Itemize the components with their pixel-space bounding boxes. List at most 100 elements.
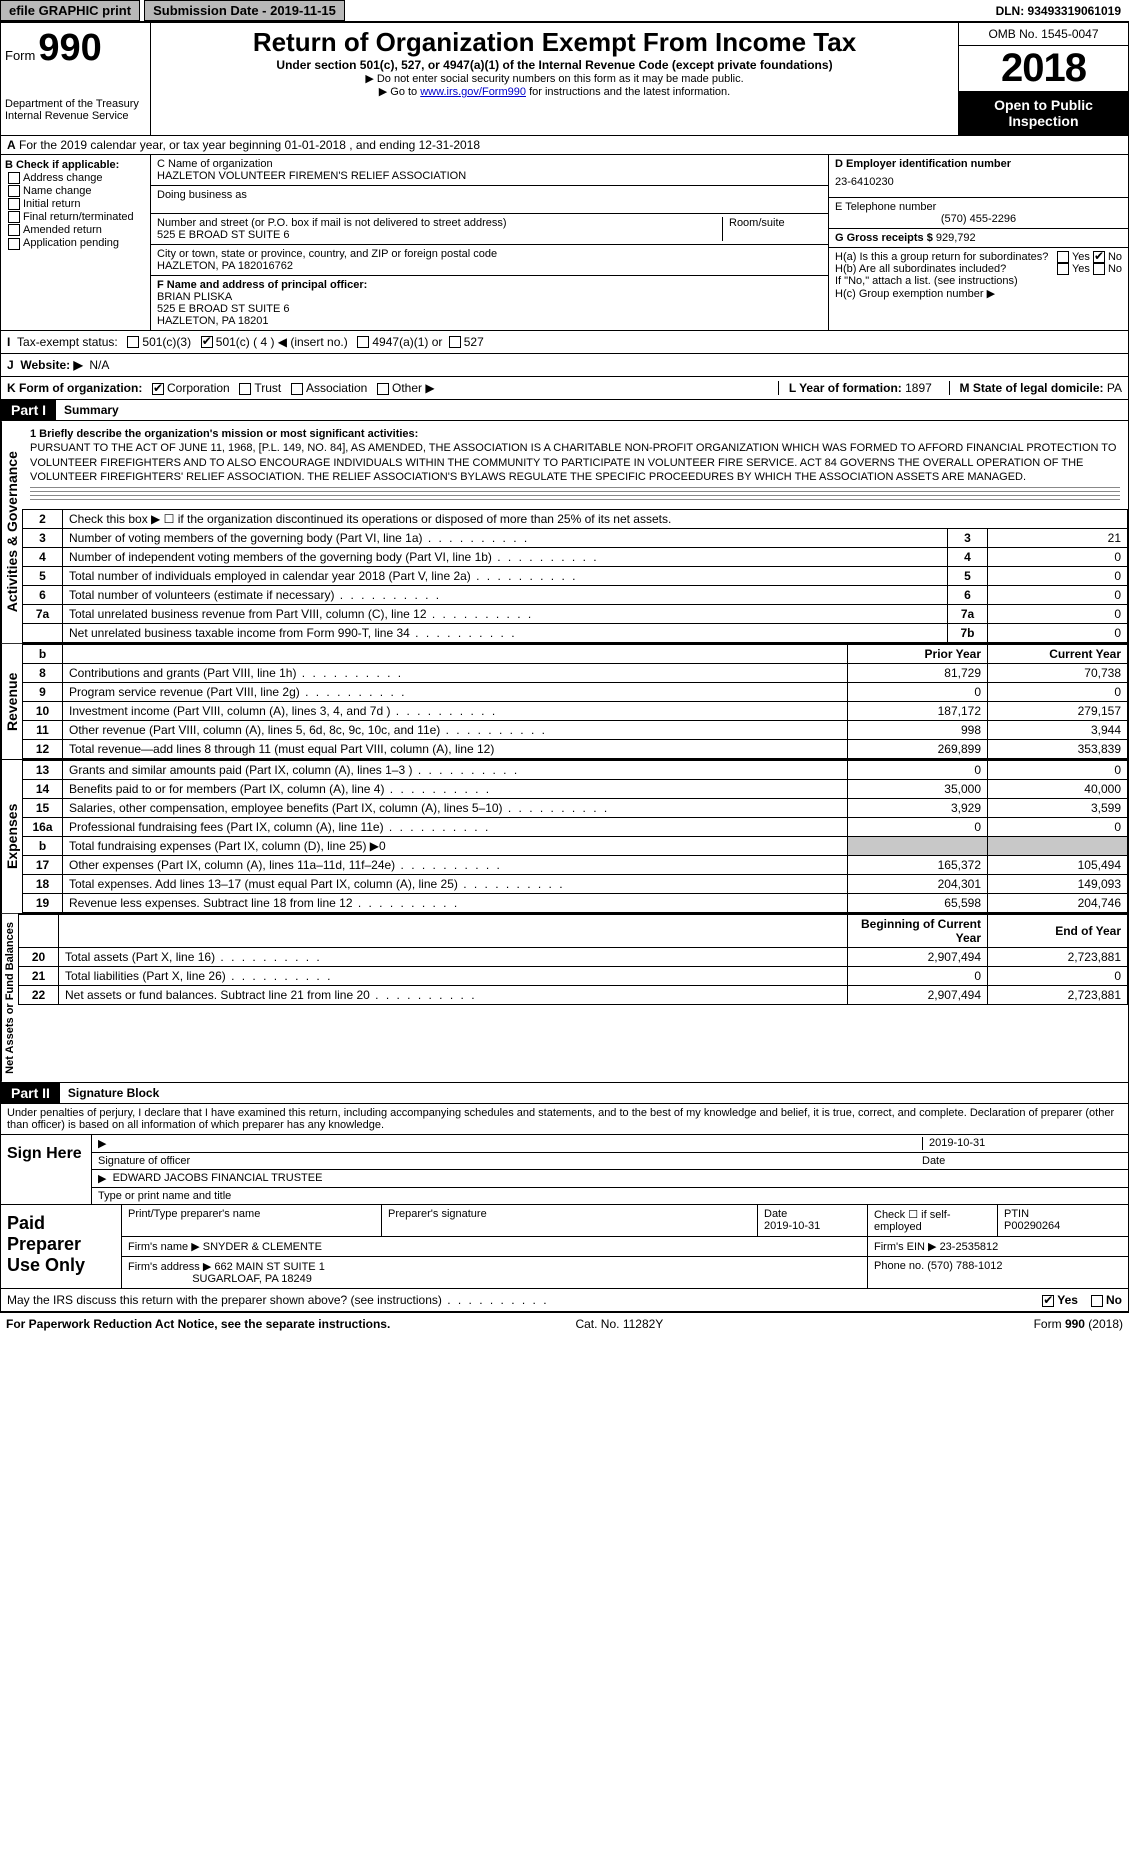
chk-other[interactable] bbox=[377, 383, 389, 395]
officer-label: F Name and address of principal officer: bbox=[157, 279, 822, 291]
line-5: 5Total number of individuals employed in… bbox=[23, 567, 1128, 586]
l-label: L Year of formation: bbox=[789, 381, 902, 395]
line-8: 8Contributions and grants (Part VIII, li… bbox=[23, 664, 1128, 683]
l6-desc: Total number of volunteers (estimate if … bbox=[63, 586, 948, 605]
discuss-no-checkbox[interactable] bbox=[1091, 1295, 1103, 1307]
gross-label: G Gross receipts $ bbox=[835, 232, 933, 244]
discuss-yes-checkbox[interactable] bbox=[1042, 1295, 1054, 1307]
line-21: 21Total liabilities (Part X, line 26)00 bbox=[19, 967, 1128, 986]
j-value: N/A bbox=[89, 358, 109, 372]
col-prior: Prior Year bbox=[848, 645, 988, 664]
part-ii-title: Signature Block bbox=[60, 1086, 159, 1100]
chk-application-pending[interactable]: Application pending bbox=[5, 237, 146, 249]
chk-final-return[interactable]: Final return/terminated bbox=[5, 211, 146, 223]
perjury-text: Under penalties of perjury, I declare th… bbox=[0, 1104, 1129, 1135]
ha-yes-checkbox[interactable] bbox=[1057, 251, 1069, 263]
chk-trust[interactable] bbox=[239, 383, 251, 395]
form-subtitle: Under section 501(c), 527, or 4947(a)(1)… bbox=[157, 58, 952, 72]
j-label: Website: ▶ bbox=[20, 358, 82, 372]
chk-address-change[interactable]: Address change bbox=[5, 172, 146, 184]
phone-value: (570) 455-2296 bbox=[835, 213, 1122, 225]
hb-note: If "No," attach a list. (see instruction… bbox=[835, 275, 1122, 287]
officer-name: BRIAN PLISKA bbox=[157, 291, 822, 303]
ein-label: D Employer identification number bbox=[835, 158, 1122, 170]
line-9: 9Program service revenue (Part VIII, lin… bbox=[23, 683, 1128, 702]
l7b-val: 0 bbox=[988, 624, 1128, 643]
part-i-header: Part I Summary bbox=[0, 400, 1129, 421]
line-15: 15Salaries, other compensation, employee… bbox=[23, 799, 1128, 818]
hb-yes-label: Yes bbox=[1072, 263, 1090, 275]
firm-addr-label: Firm's address ▶ bbox=[128, 1261, 211, 1273]
hb-no-checkbox[interactable] bbox=[1093, 263, 1105, 275]
submission-date-button[interactable]: Submission Date - 2019-11-15 bbox=[144, 0, 345, 21]
discuss-q: May the IRS discuss this return with the… bbox=[7, 1293, 549, 1307]
part-ii-header: Part II Signature Block bbox=[0, 1083, 1129, 1104]
hb-yes-checkbox[interactable] bbox=[1057, 263, 1069, 275]
open-public-badge: Open to Public Inspection bbox=[959, 91, 1128, 135]
chk-assoc[interactable] bbox=[291, 383, 303, 395]
irs-link[interactable]: www.irs.gov/Form990 bbox=[420, 86, 526, 98]
prep-sig-hdr: Preparer's signature bbox=[382, 1205, 758, 1237]
chk-501c3[interactable] bbox=[127, 336, 139, 348]
chk-name-change[interactable]: Name change bbox=[5, 185, 146, 197]
efile-print-button[interactable]: efile GRAPHIC print bbox=[0, 0, 140, 21]
net-assets-section: Net Assets or Fund Balances Beginning of… bbox=[0, 914, 1129, 1083]
hb-label: H(b) Are all subordinates included? bbox=[835, 263, 1054, 275]
b-label: B Check if applicable: bbox=[5, 159, 146, 171]
chk-501c[interactable] bbox=[201, 336, 213, 348]
i-o4: 527 bbox=[464, 335, 484, 349]
expenses-table: 13Grants and similar amounts paid (Part … bbox=[22, 760, 1128, 913]
form-number: 990 bbox=[38, 27, 101, 69]
officer-addr1: 525 E BROAD ST SUITE 6 bbox=[157, 303, 822, 315]
i-o2: 501(c) ( 4 ) ◀ (insert no.) bbox=[216, 335, 348, 349]
paid-preparer-block: Paid Preparer Use Only Print/Type prepar… bbox=[0, 1205, 1129, 1289]
prep-name-hdr: Print/Type preparer's name bbox=[122, 1205, 382, 1237]
addr-value: 525 E BROAD ST SUITE 6 bbox=[157, 229, 722, 241]
prep-date-hdr: Date bbox=[764, 1208, 861, 1220]
i-o3: 4947(a)(1) or bbox=[372, 335, 442, 349]
form-word: Form bbox=[5, 48, 35, 63]
prep-selfemp-cell: Check ☐ if self-employed bbox=[868, 1205, 998, 1237]
dept-treasury: Department of the Treasury bbox=[5, 98, 146, 110]
identity-grid: B Check if applicable: Address change Na… bbox=[0, 155, 1129, 331]
chk-527[interactable] bbox=[449, 336, 461, 348]
col-deg: D Employer identification number 23-6410… bbox=[828, 155, 1128, 330]
org-name-label: C Name of organization bbox=[157, 158, 822, 170]
phone-label: E Telephone number bbox=[835, 201, 1122, 213]
sig-labels-1: Signature of officer Date bbox=[92, 1153, 1128, 1169]
line-4: 4Number of independent voting members of… bbox=[23, 548, 1128, 567]
city-cell: City or town, state or province, country… bbox=[151, 245, 828, 276]
ptin-hdr: PTIN bbox=[1004, 1208, 1122, 1220]
ha-yes-label: Yes bbox=[1072, 251, 1090, 263]
paid-preparer-label: Paid Preparer Use Only bbox=[1, 1205, 121, 1288]
line-18: 18Total expenses. Add lines 13–17 (must … bbox=[23, 875, 1128, 894]
header-right: OMB No. 1545-0047 2018 Open to Public In… bbox=[958, 23, 1128, 135]
firm-ein-val: 23-2535812 bbox=[940, 1241, 999, 1253]
org-name-cell: C Name of organization HAZLETON VOLUNTEE… bbox=[151, 155, 828, 186]
chk-4947[interactable] bbox=[357, 336, 369, 348]
i-o1: 501(c)(3) bbox=[142, 335, 191, 349]
officer-addr2: HAZLETON, PA 18201 bbox=[157, 315, 822, 327]
line-12: 12Total revenue—add lines 8 through 11 (… bbox=[23, 740, 1128, 759]
room-suite-label: Room/suite bbox=[722, 217, 822, 241]
irs-label: Internal Revenue Service bbox=[5, 110, 146, 122]
chk-amended-return[interactable]: Amended return bbox=[5, 224, 146, 236]
line-14: 14Benefits paid to or for members (Part … bbox=[23, 780, 1128, 799]
prep-date-cell: Date 2019-10-31 bbox=[758, 1205, 868, 1237]
line-16b: bTotal fundraising expenses (Part IX, co… bbox=[23, 837, 1128, 856]
firm-name-label: Firm's name ▶ bbox=[128, 1241, 200, 1253]
chk-initial-return[interactable]: Initial return bbox=[5, 198, 146, 210]
chk-corp[interactable] bbox=[152, 383, 164, 395]
part-i-badge: Part I bbox=[1, 400, 56, 420]
k-o3: Association bbox=[306, 381, 367, 395]
sig-line-2: ▶ EDWARD JACOBS FINANCIAL TRUSTEE bbox=[92, 1169, 1128, 1188]
line-13: 13Grants and similar amounts paid (Part … bbox=[23, 761, 1128, 780]
mission-text: PURSUANT TO THE ACT OF JUNE 11, 1968, [P… bbox=[30, 441, 1120, 484]
firm-ein-cell: Firm's EIN ▶ 23-2535812 bbox=[868, 1237, 1128, 1257]
sign-date: 2019-10-31 bbox=[922, 1137, 1122, 1150]
officer-cell: F Name and address of principal officer:… bbox=[151, 276, 828, 330]
ha-no-checkbox[interactable] bbox=[1093, 251, 1105, 263]
header-left: Form 990 Department of the Treasury Inte… bbox=[1, 23, 151, 135]
i-label: Tax-exempt status: bbox=[17, 335, 118, 349]
col-curr: Current Year bbox=[988, 645, 1128, 664]
